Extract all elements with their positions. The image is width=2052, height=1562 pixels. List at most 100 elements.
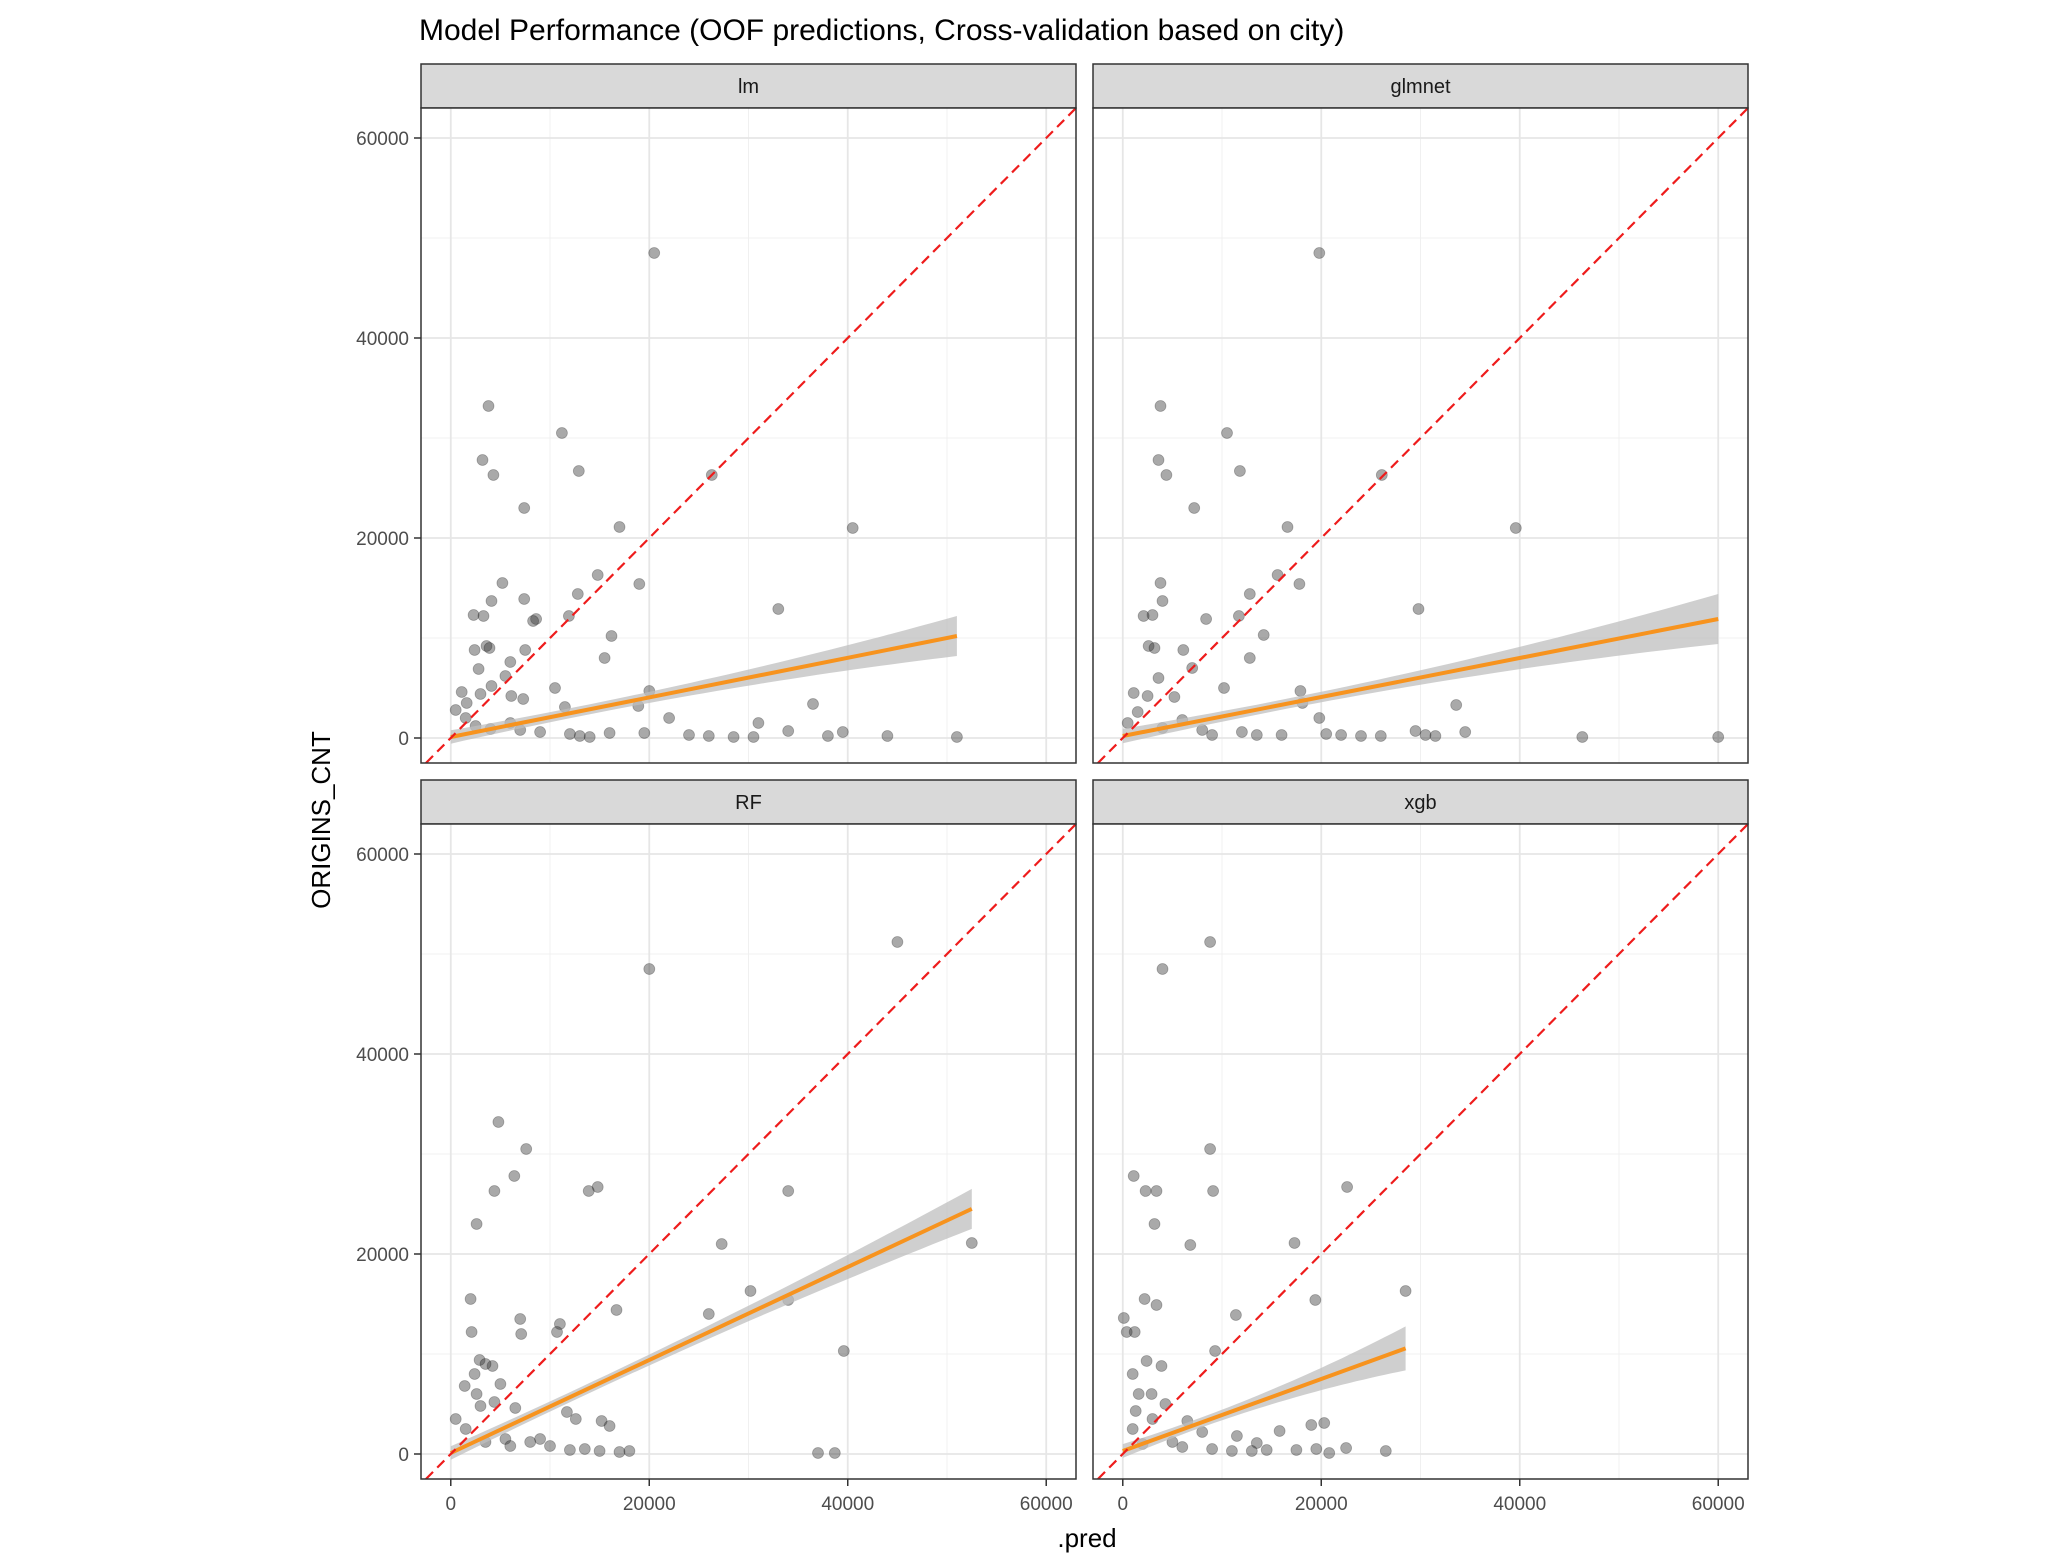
data-point (1320, 728, 1333, 740)
data-point (556, 427, 568, 439)
data-point (1399, 1285, 1412, 1297)
data-point (623, 1445, 636, 1457)
data-point (1429, 730, 1442, 742)
data-point (782, 725, 795, 737)
data-point (1243, 588, 1256, 600)
data-point (504, 656, 517, 668)
data-point (633, 578, 646, 590)
data-point (1275, 729, 1288, 741)
data-point (572, 465, 585, 477)
data-point (822, 730, 834, 742)
data-point (683, 729, 695, 741)
data-point (496, 577, 509, 589)
data-point (564, 1444, 576, 1456)
data-point (518, 502, 531, 514)
data-point (505, 690, 518, 702)
y-tick-label: 40000 (356, 329, 409, 350)
data-point (1273, 1425, 1286, 1437)
data-point (1250, 729, 1263, 741)
data-point (515, 1328, 528, 1340)
data-point (1375, 469, 1388, 481)
data-point (1168, 691, 1181, 703)
data-point (1128, 1326, 1141, 1338)
facet-panels: lm 0 20000 40000 60000 glmnet RF 0 20000 40000 600… (356, 63, 1749, 1515)
data-point (583, 731, 596, 743)
data-point (517, 693, 530, 705)
major-gridlines (1093, 108, 1748, 763)
data-point (1335, 729, 1347, 741)
points-lm (449, 247, 963, 743)
data-point (473, 1354, 486, 1366)
data-point (504, 1440, 517, 1452)
data-point (613, 1446, 626, 1458)
data-point (485, 595, 498, 607)
data-point (1250, 1437, 1263, 1449)
x-tick-label: 60000 (1692, 1494, 1745, 1515)
data-point (951, 731, 963, 743)
data-point (1154, 577, 1167, 589)
data-point (613, 521, 626, 533)
data-point (1313, 712, 1326, 724)
data-point (1137, 610, 1150, 622)
data-point (470, 1218, 483, 1230)
data-point (1290, 1444, 1303, 1456)
data-point (472, 663, 485, 675)
data-point (487, 469, 500, 481)
data-point (1117, 1312, 1130, 1324)
data-point (1148, 642, 1161, 654)
data-point (449, 1413, 462, 1425)
data-point (1257, 629, 1270, 641)
facet-strip (420, 779, 1077, 825)
data-point (1126, 1423, 1139, 1435)
data-point (563, 610, 575, 622)
fit-line (449, 1207, 973, 1455)
data-point (464, 1293, 477, 1305)
y-tick-label: 60000 (356, 129, 409, 150)
data-point (1305, 1419, 1318, 1431)
x-tick-label: 40000 (1493, 1494, 1546, 1515)
data-point (1155, 1360, 1168, 1372)
data-point (1139, 1185, 1152, 1197)
data-point (1341, 1181, 1353, 1193)
data-point (715, 1238, 728, 1250)
x-tick-label: 60000 (1020, 1494, 1073, 1515)
facet-strip-label: lm (738, 76, 759, 98)
data-point (1323, 1447, 1336, 1459)
data-point (593, 1445, 606, 1457)
data-point (519, 644, 532, 656)
chart-title: Model Performance (OOF predictions, Cros… (419, 14, 1344, 47)
data-point (1146, 609, 1159, 621)
panel-border (420, 823, 1077, 1480)
data-point (474, 688, 487, 700)
data-point (1409, 725, 1422, 737)
data-point (465, 1326, 478, 1338)
data-point (458, 1380, 471, 1392)
data-point (492, 1116, 505, 1128)
data-point (744, 1285, 757, 1297)
y-tick-label: 0 (398, 729, 409, 750)
data-point (846, 522, 859, 534)
data-point (1150, 1299, 1163, 1311)
data-point (459, 1423, 472, 1435)
data-point (663, 712, 675, 724)
data-point (477, 610, 490, 622)
data-point (480, 640, 493, 652)
facet-strip (1092, 63, 1749, 109)
data-point (474, 1400, 487, 1412)
data-point (610, 1304, 623, 1316)
data-point (807, 698, 819, 710)
data-point (520, 1143, 533, 1155)
data-point (965, 1237, 978, 1249)
data-point (551, 1326, 563, 1338)
data-point (1260, 1444, 1273, 1456)
data-point (1245, 1445, 1258, 1457)
data-point (782, 1185, 795, 1197)
facet-panel-lm: lm 0 20000 40000 60000 (356, 63, 1077, 764)
data-point (1243, 652, 1256, 664)
y-tick-label: 0 (398, 1445, 409, 1466)
data-point (468, 1368, 481, 1380)
data-point (1509, 522, 1522, 534)
fit-line (1122, 617, 1719, 738)
data-point (1379, 1445, 1392, 1457)
data-point (527, 615, 539, 627)
